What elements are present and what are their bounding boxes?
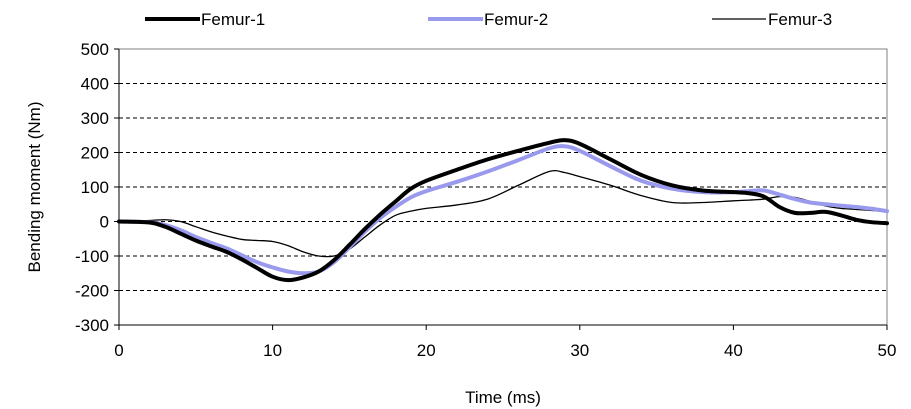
x-tick-label: 30 (570, 341, 589, 360)
legend: Femur-1 Femur-2 Femur-3 (145, 10, 832, 29)
y-tick-label: -300 (75, 316, 109, 335)
x-tick-label: 10 (263, 341, 282, 360)
x-tick-labels: 0 10 20 30 40 50 (114, 341, 896, 360)
x-axis-title: Time (ms) (465, 388, 541, 407)
x-tick-label: 0 (114, 341, 123, 360)
axes (114, 48, 888, 330)
series-line-femur-1 (117, 138, 889, 283)
series-line-femur-3 (118, 169, 888, 258)
legend-label-femur-1: Femur-1 (201, 10, 265, 29)
series-layer (117, 138, 889, 283)
legend-label-femur-3: Femur-3 (768, 10, 832, 29)
y-tick-label: 500 (81, 40, 109, 59)
x-tick-label: 50 (878, 341, 897, 360)
y-tick-label: 400 (81, 75, 109, 94)
y-tick-labels: -300 -200 -100 0 100 200 300 400 500 (75, 40, 109, 335)
series-line-femur-2 (117, 144, 889, 276)
y-tick-label: 0 (100, 213, 109, 232)
y-tick-label: -200 (75, 282, 109, 301)
x-tick-label: 40 (724, 341, 743, 360)
x-tick-label: 20 (417, 341, 436, 360)
y-tick-label: 100 (81, 178, 109, 197)
y-tick-label: 200 (81, 144, 109, 163)
y-axis-title: Bending moment (Nm) (25, 101, 44, 272)
y-tick-label: 300 (81, 109, 109, 128)
y-tick-label: -100 (75, 247, 109, 266)
legend-label-femur-2: Femur-2 (484, 10, 548, 29)
